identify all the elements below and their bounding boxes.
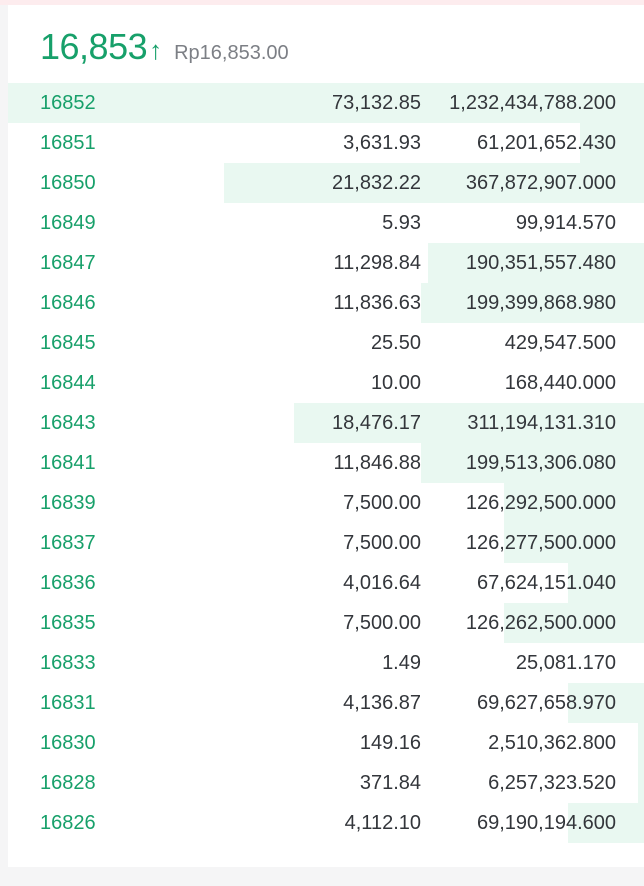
price-cell: 16843 — [40, 412, 96, 434]
total-cell: 61,201,652.430 — [476, 132, 616, 154]
depth-bar — [421, 443, 644, 483]
bid-list: 16852 73,132.85 1,232,434,788.200 16851 3,63… — [8, 83, 644, 843]
order-row[interactable]: 16844 10.00 168,440.000 — [8, 363, 644, 403]
amount-cell: 11,846.88 — [333, 452, 422, 474]
amount-cell: 7,500.00 — [343, 612, 421, 634]
amount-cell: 11,836.63 — [333, 292, 422, 314]
total-cell: 311,194,131.310 — [467, 412, 616, 434]
price-cell: 16831 — [40, 692, 96, 714]
ask-section-edge — [0, 0, 644, 5]
amount-cell: 25.50 — [370, 332, 421, 354]
amount-cell: 4,136.87 — [343, 692, 421, 714]
total-cell: 6,257,323.520 — [488, 772, 616, 794]
amount-cell: 149.16 — [359, 732, 421, 754]
price-cell: 16826 — [40, 812, 96, 834]
price-cell: 16841 — [40, 452, 96, 474]
last-price: 16,853 — [40, 26, 148, 67]
price-cell: 16836 — [40, 572, 96, 594]
depth-bar — [567, 563, 644, 603]
price-cell: 16833 — [40, 652, 96, 674]
order-row[interactable]: 16837 7,500.00 126,277,500.000 — [8, 523, 644, 563]
depth-bar — [504, 523, 644, 563]
depth-bar — [504, 603, 644, 643]
price-cell: 16846 — [40, 292, 96, 314]
total-cell: 199,399,868.980 — [465, 292, 616, 314]
order-row[interactable]: 16839 7,500.00 126,292,500.000 — [8, 483, 644, 523]
order-row[interactable]: 16847 11,298.84 190,351,557.480 — [8, 243, 644, 283]
price-cell: 16849 — [40, 212, 96, 234]
order-row[interactable]: 16826 4,112.10 69,190,194.600 — [8, 803, 644, 843]
amount-cell: 11,298.84 — [333, 252, 422, 274]
depth-bar — [637, 763, 644, 803]
price-cell: 16844 — [40, 372, 96, 394]
amount-cell: 73,132.85 — [332, 92, 421, 114]
total-cell: 67,624,151.040 — [476, 572, 616, 594]
total-cell: 168,440.000 — [504, 372, 616, 394]
price-cell: 16828 — [40, 772, 96, 794]
fiat-price: Rp16,853.00 — [174, 42, 289, 64]
price-cell: 16852 — [40, 92, 96, 114]
order-row[interactable]: 16845 25.50 429,547.500 — [8, 323, 644, 363]
order-row[interactable]: 16843 18,476.17 311,194,131.310 — [8, 403, 644, 443]
amount-cell: 3,631.93 — [343, 132, 421, 154]
total-cell: 199,513,306.080 — [465, 452, 616, 474]
order-row[interactable]: 16846 11,836.63 199,399,868.980 — [8, 283, 644, 323]
amount-cell: 21,832.22 — [332, 172, 421, 194]
depth-bar — [567, 683, 644, 723]
depth-bar — [504, 483, 644, 523]
total-cell: 99,914.570 — [515, 212, 616, 234]
depth-bar — [294, 403, 644, 443]
arrow-up-icon: ↑ — [149, 35, 163, 65]
total-cell: 1,232,434,788.200 — [449, 92, 616, 114]
order-row[interactable]: 16828 371.84 6,257,323.520 — [8, 763, 644, 803]
amount-cell: 4,016.64 — [343, 572, 421, 594]
price-cell: 16835 — [40, 612, 96, 634]
total-cell: 126,292,500.000 — [465, 492, 616, 514]
total-cell: 25,081.170 — [515, 652, 616, 674]
amount-cell: 371.84 — [359, 772, 421, 794]
order-row[interactable]: 16841 11,846.88 199,513,306.080 — [8, 443, 644, 483]
price-cell: 16837 — [40, 532, 96, 554]
depth-bar — [427, 243, 644, 283]
depth-bar — [8, 83, 644, 123]
depth-bar — [421, 283, 644, 323]
total-cell: 126,262,500.000 — [465, 612, 616, 634]
depth-bar — [637, 723, 644, 763]
price-cell: 16845 — [40, 332, 96, 354]
order-row[interactable]: 16852 73,132.85 1,232,434,788.200 — [8, 83, 644, 123]
amount-cell: 7,500.00 — [343, 492, 421, 514]
price-cell: 16830 — [40, 732, 96, 754]
order-row[interactable]: 16835 7,500.00 126,262,500.000 — [8, 603, 644, 643]
amount-cell: 7,500.00 — [343, 532, 421, 554]
amount-cell: 18,476.17 — [332, 412, 421, 434]
depth-bar — [580, 123, 644, 163]
last-price-header: 16,853 ↑ Rp16,853.00 — [40, 26, 289, 68]
order-row[interactable]: 16851 3,631.93 61,201,652.430 — [8, 123, 644, 163]
order-row[interactable]: 16836 4,016.64 67,624,151.040 — [8, 563, 644, 603]
price-cell: 16851 — [40, 132, 96, 154]
amount-cell: 5.93 — [382, 212, 421, 234]
price-cell: 16847 — [40, 252, 96, 274]
total-cell: 190,351,557.480 — [465, 252, 616, 274]
order-row[interactable]: 16833 1.49 25,081.170 — [8, 643, 644, 683]
order-row[interactable]: 16831 4,136.87 69,627,658.970 — [8, 683, 644, 723]
total-cell: 2,510,362.800 — [488, 732, 616, 754]
order-row[interactable]: 16850 21,832.22 367,872,907.000 — [8, 163, 644, 203]
price-cell: 16839 — [40, 492, 96, 514]
total-cell: 367,872,907.000 — [465, 172, 616, 194]
total-cell: 126,277,500.000 — [465, 532, 616, 554]
price-cell: 16850 — [40, 172, 96, 194]
amount-cell: 1.49 — [382, 652, 421, 674]
order-row[interactable]: 16849 5.93 99,914.570 — [8, 203, 644, 243]
depth-bar — [567, 803, 644, 843]
total-cell: 69,627,658.970 — [476, 692, 616, 714]
amount-cell: 10.00 — [370, 372, 421, 394]
total-cell: 69,190,194.600 — [476, 812, 616, 834]
depth-bar — [224, 163, 644, 203]
amount-cell: 4,112.10 — [344, 812, 421, 834]
order-row[interactable]: 16830 149.16 2,510,362.800 — [8, 723, 644, 763]
total-cell: 429,547.500 — [504, 332, 616, 354]
